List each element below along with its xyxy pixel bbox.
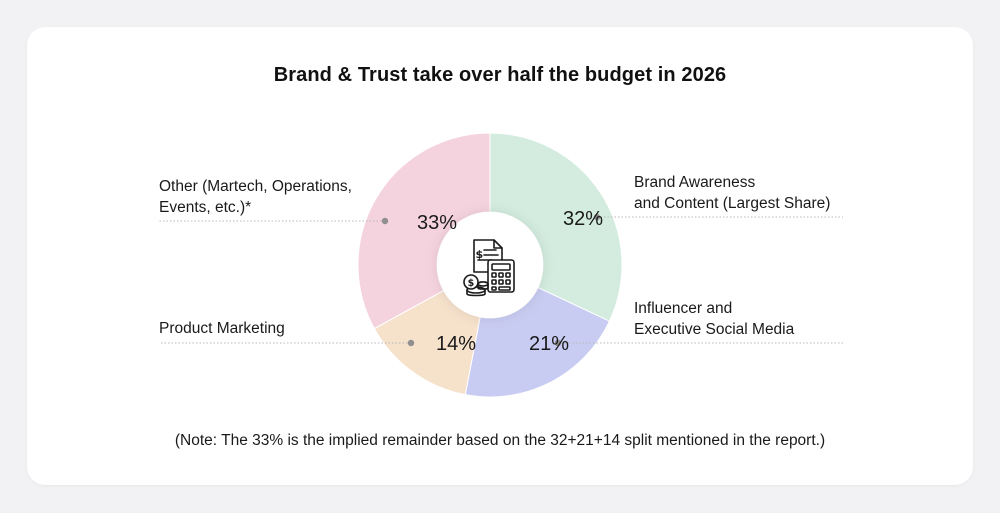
pct-label-brand-awareness: 32% [563,208,603,230]
pct-label-other: 33% [417,212,457,234]
chart-title: Brand & Trust take over half the budget … [273,64,727,86]
category-label-brand-awareness: Brand Awareness and Content (Largest Sha… [634,174,831,212]
chart-card: Brand & Trust take over half the budget … [27,27,973,485]
category-label-product-marketing: Product Marketing [159,320,285,337]
donut-chart: 32% 21% 14% 33% $ $ [159,132,843,398]
budget-calculator-icon: $ $ [463,239,515,297]
pct-label-product-marketing: 14% [436,333,476,355]
percentage-labels: 32% 21% 14% 33% [417,208,603,355]
svg-text:$: $ [468,278,475,289]
category-label-other: Other (Martech, Operations, Events, etc.… [159,178,352,216]
leader-dot-product-marketing [407,339,415,347]
leader-dot-other [381,217,389,225]
category-label-influencer: Influencer and Executive Social Media [634,300,795,338]
chart-note: (Note: The 33% is the implied remainder … [174,432,826,449]
donut-slices [357,132,623,398]
svg-text:$: $ [476,248,484,261]
leader-dot-influencer [554,339,562,347]
leader-lines [159,213,843,347]
pct-label-influencer: 21% [529,333,569,355]
leader-dot-brand-awareness [593,213,601,221]
